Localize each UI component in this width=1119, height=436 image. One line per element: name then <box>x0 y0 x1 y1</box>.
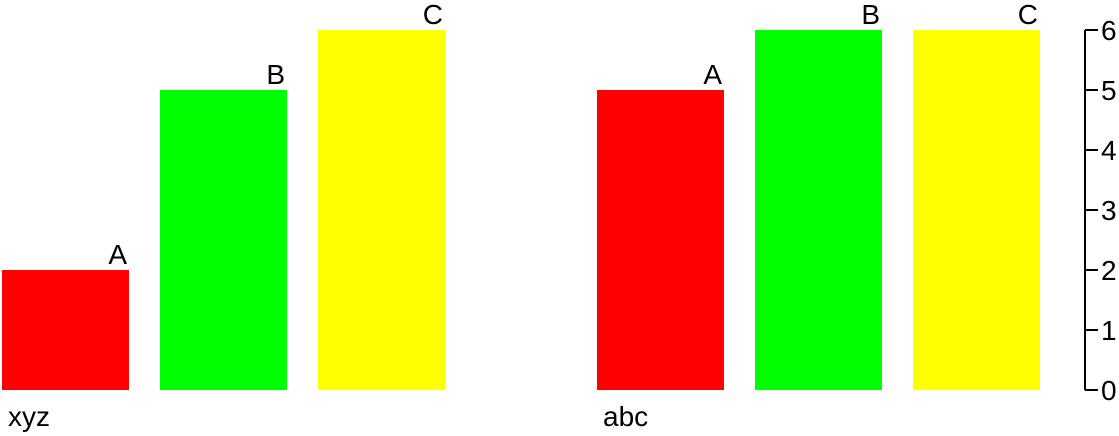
bar-label-xyz-B: B <box>266 59 285 90</box>
bar-xyz-A <box>2 270 129 390</box>
bar-abc-A <box>597 90 724 390</box>
bar-label-xyz-A: A <box>108 239 127 270</box>
bar-abc-B <box>755 30 882 390</box>
y-tick-label-3: 3 <box>1101 195 1117 226</box>
y-tick-label-1: 1 <box>1101 315 1117 346</box>
bar-label-abc-C: C <box>1018 0 1038 30</box>
group-label-abc: abc <box>603 401 648 432</box>
y-axis: 0 1 2 3 4 5 6 <box>1084 15 1117 406</box>
y-tick-label-5: 5 <box>1101 75 1117 106</box>
y-tick-label-2: 2 <box>1101 255 1117 286</box>
bar-abc-C <box>913 30 1040 390</box>
group-label-xyz: xyz <box>8 401 50 432</box>
bar-label-abc-B: B <box>861 0 880 30</box>
bar-xyz-C <box>318 30 445 390</box>
bar-label-abc-A: A <box>703 59 722 90</box>
y-tick-label-6: 6 <box>1101 15 1117 46</box>
bar-label-xyz-C: C <box>423 0 443 30</box>
bar-xyz-B <box>160 90 287 390</box>
y-tick-label-0: 0 <box>1101 375 1117 406</box>
y-tick-label-4: 4 <box>1101 135 1117 166</box>
